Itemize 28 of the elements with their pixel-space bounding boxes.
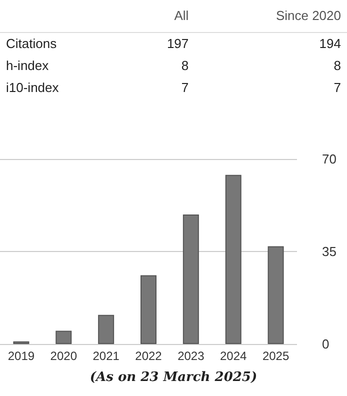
x-tick-label: 2022 bbox=[135, 349, 162, 363]
y-tick-label: 0 bbox=[322, 336, 330, 352]
x-tick-label: 2023 bbox=[178, 349, 205, 363]
bar bbox=[98, 314, 114, 344]
category-label: h-index bbox=[5, 56, 50, 74]
data-label: 8 bbox=[180, 56, 190, 74]
data-label: 8 bbox=[332, 56, 342, 74]
data-label: 7 bbox=[180, 78, 190, 96]
bar bbox=[140, 275, 156, 344]
text: (As on 23 March 2025) bbox=[88, 370, 258, 385]
x-tick-label: 2020 bbox=[50, 349, 78, 363]
x-tick-label: 2021 bbox=[92, 349, 120, 363]
text: All bbox=[128, 0, 195, 32]
bar bbox=[56, 330, 72, 344]
y-tick-label: 70 bbox=[322, 152, 336, 166]
data-label: 197 bbox=[166, 34, 190, 53]
bar bbox=[268, 246, 284, 344]
bar bbox=[225, 174, 242, 344]
data-label: 194 bbox=[318, 34, 342, 53]
x-tick-label: 2024 bbox=[220, 349, 248, 363]
bar bbox=[182, 214, 199, 344]
y-tick-label: 35 bbox=[322, 244, 336, 259]
data-label: 7 bbox=[332, 78, 342, 96]
category-label: Citations bbox=[5, 34, 58, 53]
text: Since 2020 bbox=[194, 0, 347, 32]
x-tick-label: 2019 bbox=[8, 349, 35, 363]
category-label: i10-index bbox=[5, 78, 60, 96]
x-tick-label: 2025 bbox=[262, 349, 290, 363]
